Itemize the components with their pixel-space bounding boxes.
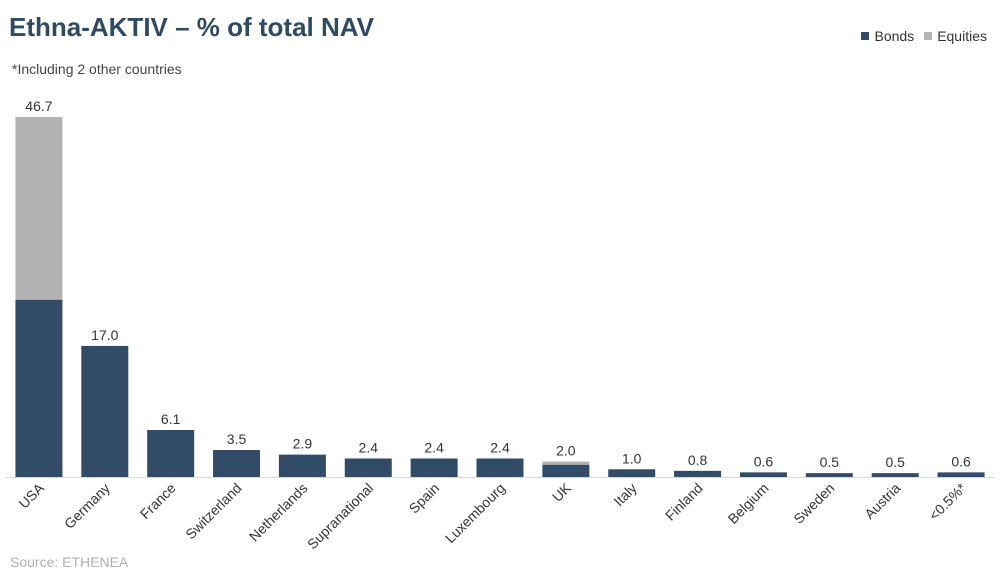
x-tick-label: <0.5%* xyxy=(926,479,970,523)
x-tick-label: Belgium xyxy=(724,480,771,527)
data-label: 46.7 xyxy=(25,98,52,114)
legend-label-equities: Equities xyxy=(937,28,987,44)
data-label: 2.4 xyxy=(359,439,379,455)
data-label: 0.6 xyxy=(754,453,774,469)
x-tick-label: UK xyxy=(549,479,575,505)
bar-bonds xyxy=(937,472,985,477)
x-tick-label: USA xyxy=(15,479,47,511)
legend-swatch-bonds xyxy=(861,32,870,40)
chart-subtitle: *Including 2 other countries xyxy=(12,61,182,77)
data-label: 17.0 xyxy=(91,327,118,343)
x-tick-label: Spain xyxy=(406,480,443,517)
legend-label-bonds: Bonds xyxy=(874,28,915,44)
bar-bonds xyxy=(805,473,853,477)
bar-bonds xyxy=(81,345,129,477)
x-tick-label: Germany xyxy=(61,480,113,532)
bar-equities xyxy=(542,461,590,465)
data-label: 2.9 xyxy=(293,436,313,452)
bar-equities xyxy=(15,116,63,300)
x-tick-label: Netherlands xyxy=(246,480,311,545)
data-label: 1.0 xyxy=(622,450,642,466)
bar-bonds xyxy=(147,429,195,477)
chart-title: Ethna-AKTIV – % of total NAV xyxy=(9,12,374,42)
chart-legend: Bonds Equities xyxy=(861,28,987,44)
data-label: 0.5 xyxy=(820,454,840,470)
data-label: 2.4 xyxy=(424,439,444,455)
x-tick-label: Switzerland xyxy=(182,480,244,542)
bar-bonds xyxy=(871,473,919,477)
data-label: 6.1 xyxy=(161,411,181,427)
x-tick-label: Luxembourg xyxy=(442,480,508,546)
bar-bonds xyxy=(15,299,63,477)
data-label: 0.5 xyxy=(885,454,905,470)
x-tick-label: Austria xyxy=(861,480,903,522)
bar-bonds xyxy=(542,464,590,477)
data-label: 3.5 xyxy=(227,431,247,447)
source-note: Source: ETHENEA xyxy=(10,554,129,570)
data-label: 0.8 xyxy=(688,452,708,468)
legend-item-bonds: Bonds xyxy=(861,28,914,44)
x-tick-label: Supranational xyxy=(304,480,376,552)
bar-bonds xyxy=(410,458,458,477)
bar-bonds xyxy=(278,454,326,477)
bar-bonds xyxy=(608,469,656,477)
legend-item-equities: Equities xyxy=(924,28,987,44)
data-label: 0.6 xyxy=(951,453,971,469)
legend-swatch-equities xyxy=(924,32,933,40)
bar-bonds xyxy=(476,458,524,477)
bar-bonds xyxy=(213,450,261,477)
x-tick-label: Sweden xyxy=(790,480,837,527)
data-label: 2.4 xyxy=(490,439,510,455)
x-tick-label: Finland xyxy=(662,480,706,524)
x-tick-label: Italy xyxy=(610,480,639,509)
x-tick-label: France xyxy=(137,480,179,522)
bar-bonds xyxy=(674,470,722,477)
bar-bonds xyxy=(344,458,392,477)
bar-bonds xyxy=(739,472,787,477)
data-label: 2.0 xyxy=(556,443,576,459)
